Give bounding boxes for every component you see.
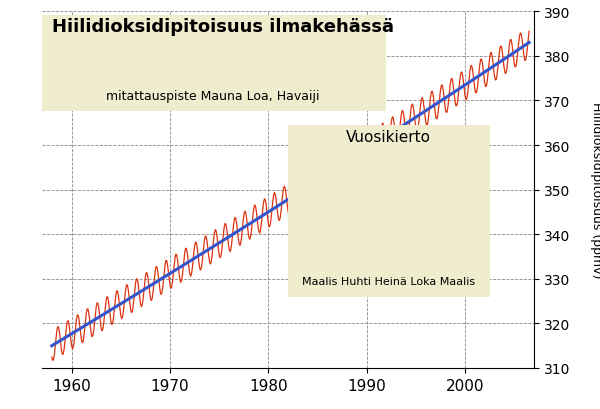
FancyBboxPatch shape [42,16,386,112]
Y-axis label: Hiilidioksidipitoisuus (ppmv): Hiilidioksidipitoisuus (ppmv) [590,102,600,278]
Text: mitattauspiste Mauna Loa, Havaiji: mitattauspiste Mauna Loa, Havaiji [106,90,319,103]
Text: Vuosikierto: Vuosikierto [346,130,431,145]
Text: Maalis Huhti Heinä Loka Maalis: Maalis Huhti Heinä Loka Maalis [302,276,475,286]
FancyBboxPatch shape [288,126,490,297]
Text: Hiilidioksidipitoisuus ilmakehässä: Hiilidioksidipitoisuus ilmakehässä [52,18,394,36]
